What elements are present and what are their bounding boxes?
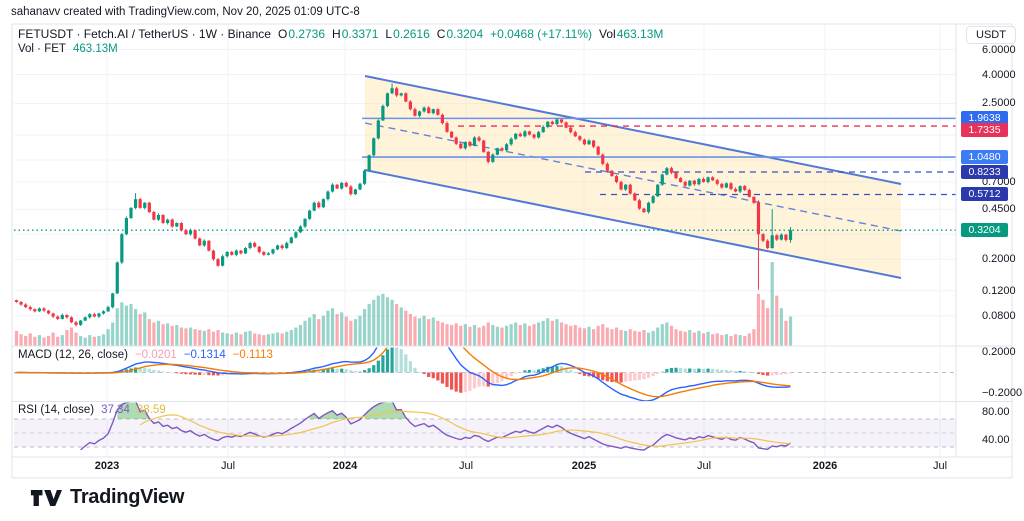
time-axis-label: Jul xyxy=(220,460,236,472)
rsi-indicator-title[interactable]: RSI (14, close) xyxy=(18,404,95,416)
vol-value: 463.13M xyxy=(616,27,664,41)
ohlc-open: O 0.2736 xyxy=(278,27,325,41)
high-label: H xyxy=(332,27,341,41)
price-axis-badge: 0.8233 xyxy=(961,165,1008,179)
symbol-title[interactable]: FETUSDT · Fetch.AI / TetherUS · 1W · Bin… xyxy=(18,27,271,41)
time-axis-label: Jul xyxy=(458,460,474,472)
time-axis-label: 2025 xyxy=(571,460,597,472)
open-label: O xyxy=(277,27,288,41)
attribution-text: sahanavv created with TradingView.com, N… xyxy=(11,6,360,18)
price-axis-label: −0.2000 xyxy=(982,387,1023,399)
rsi-value: 37.34 xyxy=(101,404,130,416)
price-axis-label: 0.7000 xyxy=(982,176,1016,188)
price-axis-label: 2.5000 xyxy=(982,97,1016,109)
price-axis-badge: 1.9638 xyxy=(961,111,1008,125)
currency-toggle-button[interactable]: USDT xyxy=(966,26,1016,44)
ohlc-low: L 0.2616 xyxy=(385,27,429,41)
close-label: C xyxy=(436,27,446,41)
symbol-legend-row: FETUSDT · Fetch.AI / TetherUS · 1W · Bin… xyxy=(18,27,663,41)
brand-name: TradingView xyxy=(70,486,185,508)
tradingview-logo-icon xyxy=(30,489,62,506)
low-label: L xyxy=(385,27,393,41)
price-axis-label: 0.2000 xyxy=(982,253,1016,265)
price-axis-label: 6.0000 xyxy=(982,44,1016,56)
time-axis-label: 2023 xyxy=(94,460,120,472)
volume-legend-row: Vol · FET 463.13M xyxy=(18,43,118,55)
volume-indicator-value: 463.13M xyxy=(72,43,118,55)
close-value: 0.3204 xyxy=(446,27,484,41)
time-axis-label: 2024 xyxy=(332,460,358,472)
price-axis-label: 4.0000 xyxy=(982,69,1016,81)
price-axis-label: 0.1200 xyxy=(982,285,1016,297)
rsi-ma-value: 38.59 xyxy=(136,404,166,416)
price-axis-badge: 0.3204 xyxy=(961,223,1008,237)
tradingview-logo[interactable]: TradingView xyxy=(30,486,184,509)
price-axis-label: 0.2000 xyxy=(982,346,1016,358)
macd-legend-row: MACD (12, 26, close) −0.0201 −0.1314 −0.… xyxy=(18,349,273,361)
time-axis-label: 2026 xyxy=(812,460,838,472)
rsi-legend-row: RSI (14, close) 37.34 38.59 xyxy=(18,404,166,416)
change-value: +0.0468 (+17.11%) xyxy=(490,27,593,41)
open-value: 0.2736 xyxy=(288,27,326,41)
price-axis-label: 40.00 xyxy=(982,434,1010,446)
macd-indicator-title[interactable]: MACD (12, 26, close) xyxy=(18,349,128,361)
ohlc-close: C 0.3204 xyxy=(437,27,483,41)
high-value: 0.3371 xyxy=(341,27,379,41)
ohlc-high: H 0.3371 xyxy=(332,27,378,41)
price-axis-label: 80.00 xyxy=(982,406,1010,418)
vol-label: Vol xyxy=(599,27,616,41)
price-axis-badge: 1.7335 xyxy=(961,123,1008,137)
price-axis-badge: 1.0480 xyxy=(961,150,1008,164)
time-axis-label: Jul xyxy=(696,460,712,472)
macd-line-value: −0.1314 xyxy=(183,349,226,361)
volume-indicator-title[interactable]: Vol · FET xyxy=(18,43,66,55)
time-axis-label: Jul xyxy=(932,460,948,472)
price-axis-label: 0.4500 xyxy=(982,203,1016,215)
price-axis-label: 0.0800 xyxy=(982,310,1016,322)
price-axis-badge: 0.5712 xyxy=(961,187,1008,201)
macd-hist-value: −0.0201 xyxy=(134,349,177,361)
low-value: 0.2616 xyxy=(393,27,430,41)
volume-summary: Vol 463.13M xyxy=(599,27,663,41)
macd-signal-value: −0.1113 xyxy=(232,349,273,361)
